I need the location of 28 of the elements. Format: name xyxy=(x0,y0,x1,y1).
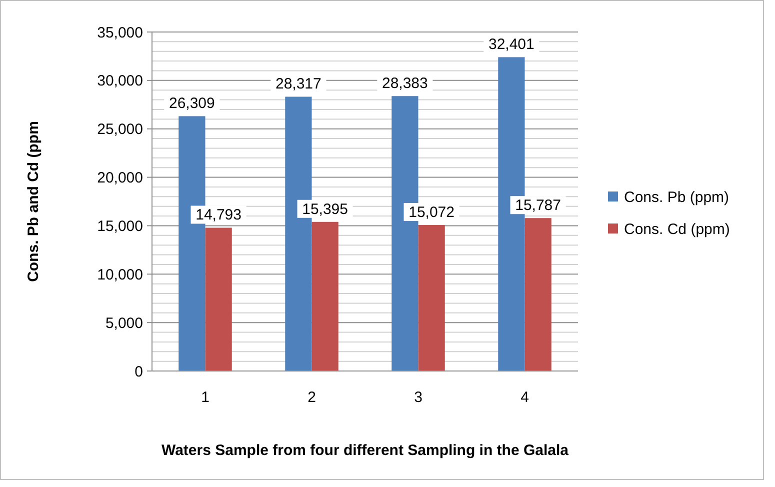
bar xyxy=(312,222,338,371)
data-label: 14,793 xyxy=(196,206,242,224)
x-tick-label: 2 xyxy=(308,389,316,406)
y-tick-label: 30,000 xyxy=(97,72,143,90)
bar xyxy=(524,218,552,371)
x-axis-title: Waters Sample from four different Sampling in the Galala xyxy=(161,442,570,459)
y-tick-label: 10,000 xyxy=(97,266,143,284)
x-tick-label: 4 xyxy=(520,389,529,406)
legend-label: Cons. Pb (ppm) xyxy=(624,188,730,206)
data-label: 28,383 xyxy=(382,75,428,92)
data-label: 28,317 xyxy=(275,76,322,93)
y-tick-label: 0 xyxy=(134,363,143,380)
y-axis-title: Cons. Pb and Cd (ppm xyxy=(25,121,42,282)
bar xyxy=(418,225,445,371)
legend-label: Cons. Cd (ppm) xyxy=(624,220,730,238)
y-tick-label: 15,000 xyxy=(97,218,143,235)
data-label: 26,309 xyxy=(168,95,215,112)
bar xyxy=(205,228,232,371)
data-label: 32,401 xyxy=(488,36,534,54)
data-label: 15,787 xyxy=(515,197,562,214)
data-label: 15,395 xyxy=(302,200,348,218)
data-label: 15,072 xyxy=(408,204,455,222)
y-tick-label: 25,000 xyxy=(97,121,143,138)
y-tick-label: 5,000 xyxy=(105,314,143,332)
x-tick-label: 1 xyxy=(201,389,210,406)
y-tick-label: 20,000 xyxy=(97,170,143,187)
x-tick-label: 3 xyxy=(414,389,422,406)
y-tick-label: 35,000 xyxy=(97,24,143,42)
